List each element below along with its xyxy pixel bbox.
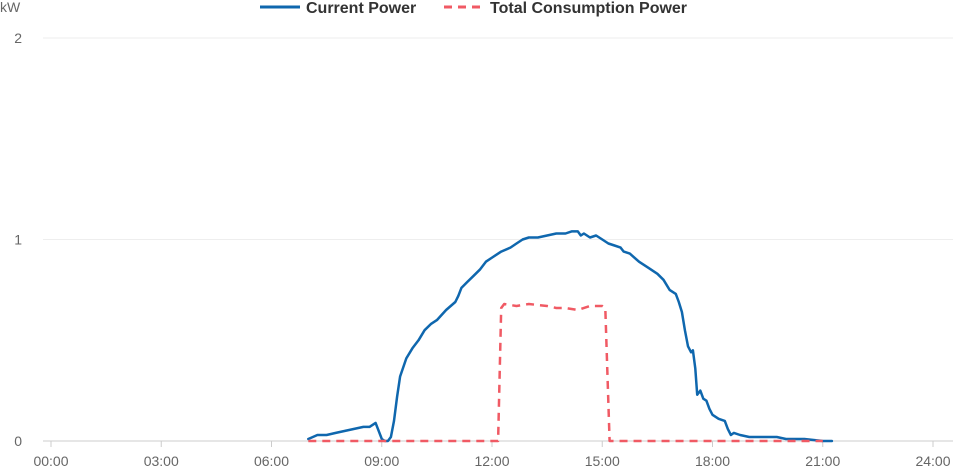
- legend-label: Total Consumption Power: [490, 0, 687, 17]
- y-tick-label: 1: [14, 232, 22, 248]
- series-layer: [307, 230, 834, 443]
- y-axis-unit-label: kW: [0, 0, 21, 15]
- x-tick-label: 18:00: [695, 453, 730, 466]
- y-tick-label: 2: [14, 30, 22, 46]
- legend-item-total-consumption-power[interactable]: Total Consumption Power: [444, 0, 687, 17]
- legend-label: Current Power: [306, 0, 416, 17]
- x-tick-label: 09:00: [364, 453, 399, 466]
- y-tick-label: 0: [14, 433, 22, 449]
- x-tick-label: 12:00: [474, 453, 509, 466]
- x-tick-label: 00:00: [33, 453, 68, 466]
- series-line-total-consumption-power[interactable]: [308, 302, 823, 443]
- x-tick-label: 15:00: [585, 453, 620, 466]
- series-line-current-power[interactable]: [307, 230, 834, 443]
- x-tick-label: 06:00: [254, 453, 289, 466]
- x-tick-label: 03:00: [144, 453, 179, 466]
- legend[interactable]: Current Power Total Consumption Power: [260, 0, 687, 17]
- grid-layer: [43, 37, 953, 240]
- legend-item-current-power[interactable]: Current Power: [260, 0, 416, 17]
- x-tick-label: 24:00: [915, 453, 950, 466]
- x-tick-label: 21:00: [805, 453, 840, 466]
